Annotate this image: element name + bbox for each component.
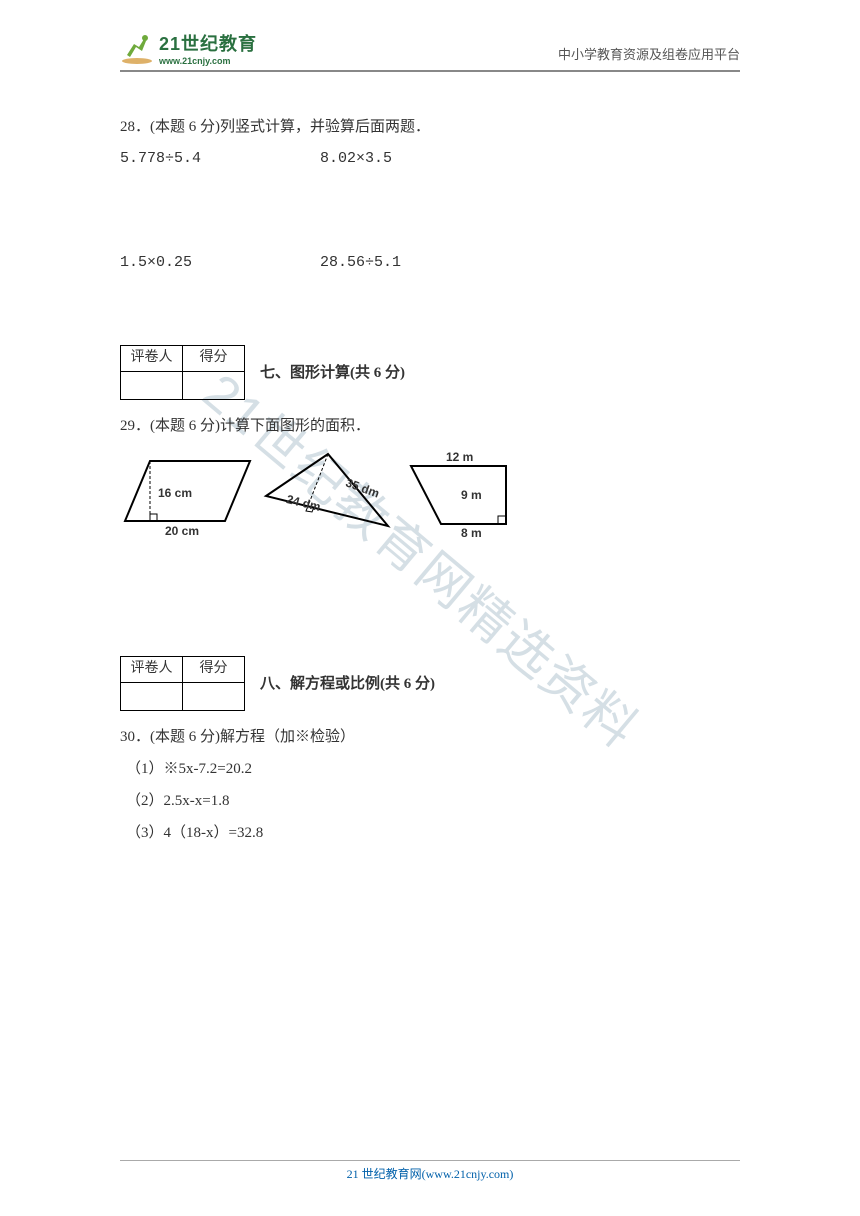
- section-7-header: 评卷人 得分 七、图形计算(共 6 分): [120, 345, 740, 400]
- section-7-title: 七、图形计算(共 6 分): [260, 361, 405, 385]
- runner-icon: [120, 31, 154, 65]
- q30-eq-1: （1）※5x-7.2=20.2: [126, 757, 740, 781]
- grade-table-7: 评卷人 得分: [120, 345, 245, 400]
- header-divider: [120, 70, 740, 72]
- grade-cell: [183, 372, 245, 400]
- q29-prompt: 29．(本题 6 分)计算下面图形的面积．: [120, 414, 740, 438]
- page-content: 28．(本题 6 分)列竖式计算，并验算后面两题． 5.778÷5.4 8.02…: [120, 115, 740, 855]
- section-8-header: 评卷人 得分 八、解方程或比例(共 6 分): [120, 656, 740, 711]
- trapezoid-bottom: 8 m: [461, 524, 482, 543]
- question-29: 29．(本题 6 分)计算下面图形的面积． 16 cm 20 cm 35 dm: [120, 414, 740, 536]
- grade-header-reviewer: 评卷人: [121, 346, 183, 372]
- q30-eq-2: （2）2.5x-x=1.8: [126, 789, 740, 813]
- q28-prompt: 28．(本题 6 分)列竖式计算，并验算后面两题．: [120, 115, 740, 139]
- q30-prompt: 30．(本题 6 分)解方程（加※检验）: [120, 725, 740, 749]
- trapezoid-right: 9 m: [461, 486, 482, 505]
- q28-item-1: 5.778÷5.4: [120, 147, 320, 171]
- page-header: 21世纪教育 www.21cnjy.com 中小学教育资源及组卷应用平台: [0, 30, 860, 66]
- q28-item-2: 8.02×3.5: [320, 147, 520, 171]
- trapezoid-top: 12 m: [446, 448, 473, 467]
- grade-header-reviewer: 评卷人: [121, 657, 183, 683]
- grade-cell: [121, 372, 183, 400]
- page-footer: 21 世纪教育网(www.21cnjy.com): [0, 1165, 860, 1182]
- question-28: 28．(本题 6 分)列竖式计算，并验算后面两题． 5.778÷5.4 8.02…: [120, 115, 740, 275]
- figure-trapezoid: 12 m 9 m 8 m: [401, 448, 521, 536]
- question-30: 30．(本题 6 分)解方程（加※检验） （1）※5x-7.2=20.2 （2）…: [120, 725, 740, 845]
- logo: 21世纪教育 www.21cnjy.com: [120, 30, 257, 66]
- grade-cell: [183, 683, 245, 711]
- grade-table-8: 评卷人 得分: [120, 656, 245, 711]
- header-subtitle: 中小学教育资源及组卷应用平台: [558, 44, 740, 66]
- section-8-title: 八、解方程或比例(共 6 分): [260, 672, 435, 696]
- grade-header-score: 得分: [183, 346, 245, 372]
- logo-url: www.21cnjy.com: [159, 56, 257, 66]
- parallelogram-base: 20 cm: [165, 522, 199, 541]
- q28-item-4: 28.56÷5.1: [320, 251, 520, 275]
- footer-divider: [120, 1160, 740, 1161]
- logo-title: 21世纪教育: [159, 30, 257, 56]
- grade-cell: [121, 683, 183, 711]
- grade-header-score: 得分: [183, 657, 245, 683]
- figure-triangle: 35 dm 24 dm: [263, 451, 393, 536]
- q28-item-3: 1.5×0.25: [120, 251, 320, 275]
- parallelogram-height: 16 cm: [158, 484, 192, 503]
- q30-eq-3: （3）4（18-x）=32.8: [126, 821, 740, 845]
- figure-parallelogram: 16 cm 20 cm: [120, 456, 255, 536]
